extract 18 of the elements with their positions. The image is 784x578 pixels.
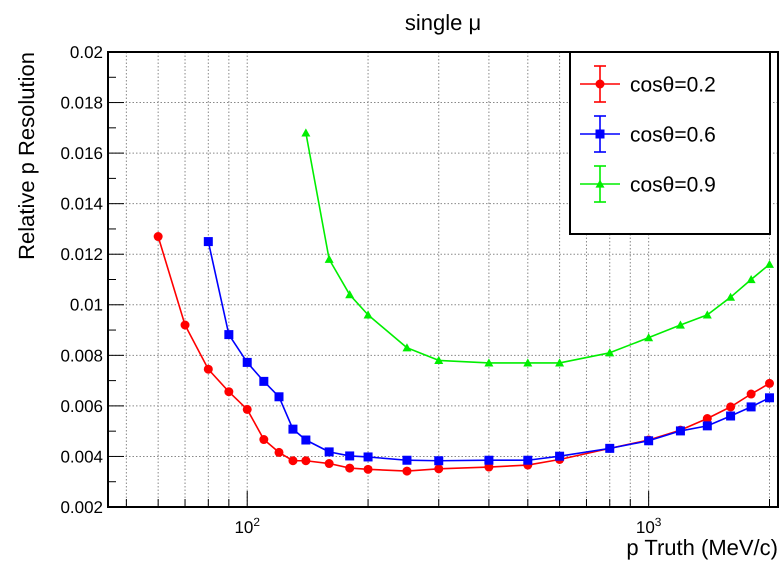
chart-title: single μ: [404, 10, 482, 35]
y-tick-label: 0.012: [60, 245, 103, 264]
y-axis-title: Relative p Resolution: [14, 52, 39, 260]
y-tick-label: 0.008: [60, 346, 103, 366]
legend-label: cosθ=0.6: [630, 123, 716, 146]
x-tick-label: 10$^{3}$: [636, 515, 662, 537]
y-tick-label: 0.004: [60, 447, 103, 466]
legend-label: cosθ=0.9: [630, 173, 716, 196]
y-tick-label: 0.018: [60, 94, 103, 113]
y-tick-label: 0.014: [60, 194, 103, 214]
y-tick-label: 0.02: [70, 42, 103, 62]
y-tick-label: 0.016: [60, 144, 103, 164]
legend-label: cosθ=0.2: [630, 73, 716, 96]
y-tick-label: 0.01: [70, 296, 103, 315]
x-axis-title: p Truth (MeV/c): [626, 535, 778, 560]
x-tick-label: 10$^{2}$: [234, 515, 260, 537]
y-tick-label: 0.002: [60, 498, 103, 517]
y-tick-label: 0.006: [60, 396, 103, 416]
